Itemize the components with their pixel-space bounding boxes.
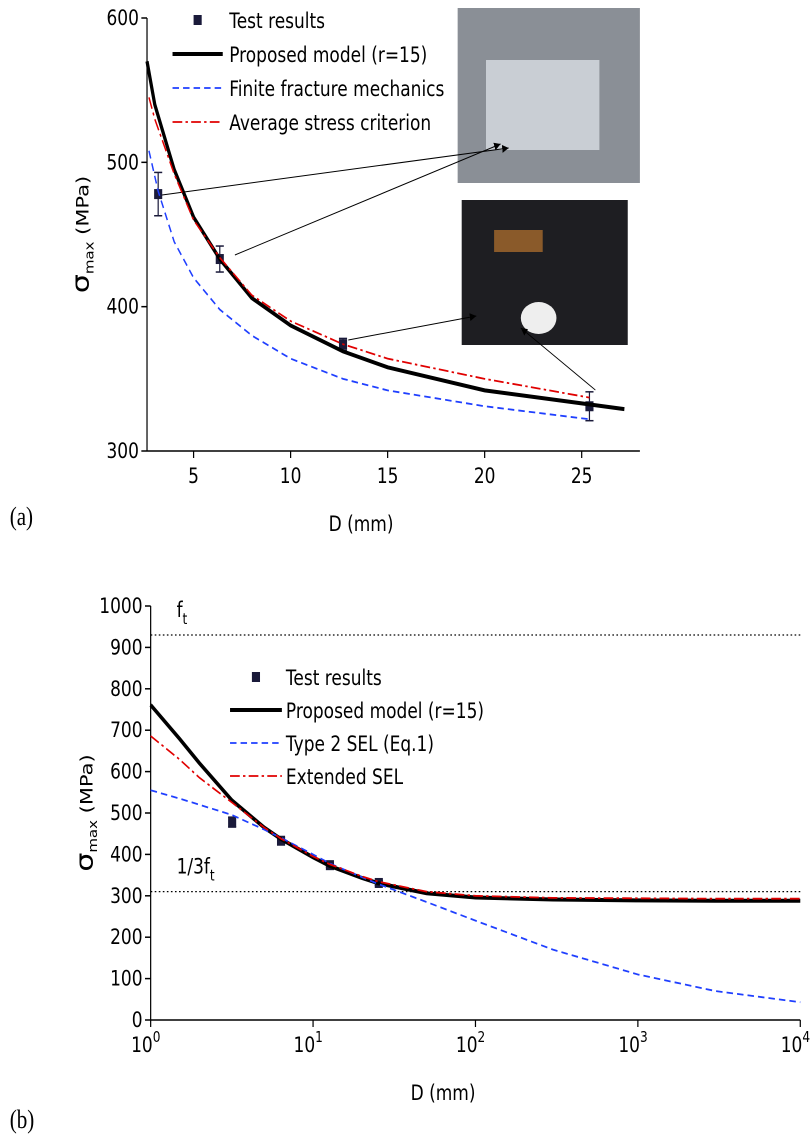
y-axis-label: σmax (MPa)	[67, 176, 97, 293]
x-tick-label: 20	[474, 463, 496, 488]
photo-hole	[520, 302, 557, 334]
y-label-unit: (MPa)	[76, 754, 96, 820]
y-tick-label: 400	[110, 842, 142, 867]
y-tick-label: 200	[110, 924, 142, 949]
y-tick-label: 100	[110, 966, 142, 991]
series-line	[148, 150, 590, 421]
panel-label: (a)	[10, 503, 33, 532]
reference-label: ft	[177, 597, 188, 628]
test-point	[154, 189, 163, 200]
reference-sub: t	[183, 611, 188, 629]
series-line	[150, 735, 801, 900]
x-tick-label: 25	[571, 463, 593, 488]
photo-reflection	[494, 230, 543, 252]
y-label-sub: max	[83, 242, 97, 275]
photos	[457, 8, 640, 345]
y-tick-label: 600	[110, 759, 142, 784]
test-point	[228, 817, 237, 828]
legend-marker	[251, 672, 261, 682]
y-tick-label: 800	[110, 676, 142, 701]
x-tick-label: 5	[188, 463, 199, 488]
x-tick-label: 100	[131, 1029, 160, 1058]
y-tick-label: 400	[106, 294, 138, 319]
series-line	[149, 703, 801, 903]
series-line	[145, 60, 625, 412]
y-tick-label: 900	[110, 635, 142, 660]
arrow	[348, 313, 477, 341]
arrow	[234, 142, 501, 256]
y-tick-label: 500	[106, 150, 138, 175]
y-label-symbol: σ	[67, 274, 95, 293]
y-tick-label: 500	[110, 800, 142, 825]
x-tick-label: 103	[618, 1029, 647, 1058]
x-tick-label: 10	[280, 463, 302, 488]
arrow	[520, 327, 596, 391]
y-tick-label: 0	[132, 1007, 143, 1032]
reference-label: 1/3ft	[177, 854, 216, 885]
y-tick-label: 1000	[99, 593, 142, 618]
legend-label: Average stress criterion	[229, 110, 431, 135]
x-tick-exponent: 1	[315, 1029, 323, 1047]
x-tick-exponent: 4	[802, 1029, 810, 1047]
y-tick-label: 300	[106, 438, 138, 463]
photo-detail	[486, 60, 600, 150]
x-tick-label: 15	[377, 463, 399, 488]
x-tick-exponent: 3	[640, 1029, 648, 1047]
x-tick-exponent: 0	[153, 1029, 161, 1047]
y-tick-label: 700	[110, 717, 142, 742]
legend-label: Type 2 SEL (Eq.1)	[285, 731, 434, 756]
legend-marker	[193, 15, 202, 25]
legend-label: Extended SEL	[286, 764, 403, 789]
x-tick-label: 102	[456, 1029, 485, 1058]
y-tick-label: 300	[110, 883, 142, 908]
y-axis-label: σmax (MPa)	[71, 754, 101, 871]
x-axis-label: D (mm)	[411, 1080, 476, 1105]
x-tick-label: 101	[294, 1029, 323, 1058]
y-label-unit: (MPa)	[73, 176, 93, 242]
x-axis-label: D (mm)	[329, 511, 394, 536]
x-tick-label: 104	[781, 1029, 810, 1058]
legend-label: Test results	[228, 8, 325, 33]
legend-label: Test results	[285, 665, 382, 690]
chart: 300 400 500 600 5 10 15 20 25 D (mm) σmax (MPa) (a)…	[10, 5, 640, 536]
panel-label: (b)	[10, 1106, 35, 1135]
y-tick-label: 600	[106, 5, 138, 30]
arrows	[161, 142, 596, 391]
reference-sub: t	[210, 867, 215, 885]
legend-label: Proposed model (r=15)	[286, 698, 484, 723]
legend-label: Finite fracture mechanics	[229, 76, 444, 101]
legend-label: Proposed model (r=15)	[229, 42, 427, 67]
y-label-sub: max	[87, 820, 101, 853]
y-label-symbol: σ	[71, 853, 99, 872]
series-line	[148, 97, 590, 399]
arrow	[161, 144, 509, 196]
x-tick-exponent: 2	[478, 1029, 486, 1047]
